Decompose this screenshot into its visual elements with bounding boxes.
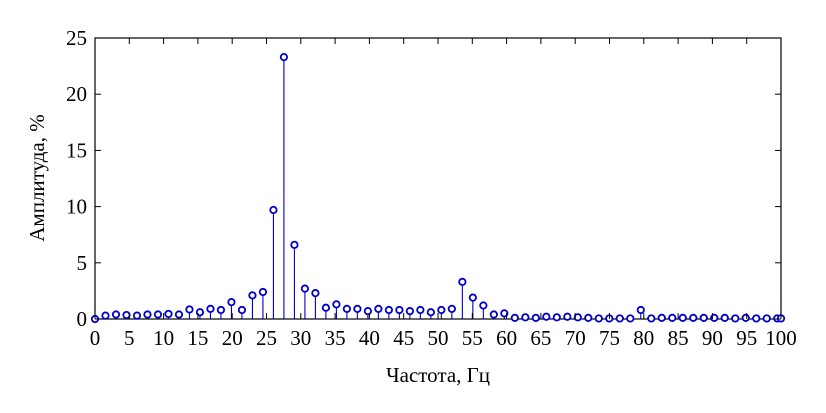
stem-marker — [720, 313, 729, 322]
x-tick-label: 40 — [359, 326, 380, 350]
stem-marker — [584, 313, 593, 322]
stem-marker — [468, 293, 477, 302]
stem-marker — [311, 289, 320, 298]
stem-marker — [542, 312, 551, 321]
x-tick-label: 100 — [765, 326, 797, 350]
x-tick-label: 35 — [325, 326, 346, 350]
stem-marker — [248, 291, 257, 300]
x-tick-label: 90 — [702, 326, 723, 350]
x-tick-label: 65 — [530, 326, 551, 350]
stem-marker — [395, 305, 404, 315]
stem-marker — [153, 310, 163, 319]
stem-marker — [699, 313, 708, 322]
stem-marker — [521, 313, 530, 322]
stem-marker — [258, 287, 268, 297]
x-tick-label: 50 — [428, 326, 449, 350]
stem-marker — [752, 314, 761, 323]
stem-marker — [678, 313, 687, 322]
stem-marker — [647, 314, 656, 323]
stem-marker — [552, 313, 561, 322]
stem-series — [90, 53, 786, 324]
stem-marker — [321, 303, 331, 312]
x-tick-label: 0 — [90, 326, 101, 350]
stem-marker — [447, 304, 456, 313]
stem-marker — [615, 314, 624, 323]
stem-marker — [122, 310, 131, 320]
stem-marker — [500, 309, 509, 318]
stem-marker — [437, 305, 446, 315]
stem-marker — [531, 313, 540, 322]
stem-marker — [290, 240, 299, 249]
stem-marker — [332, 300, 341, 309]
stem-marker — [300, 284, 310, 293]
stem-marker — [164, 309, 173, 319]
stem-marker — [111, 310, 121, 319]
stem-marker — [479, 301, 488, 310]
x-tick-label: 30 — [290, 326, 311, 350]
x-axis-ticks: 0 5 10 15 20 25 30 35 40 45 50 55 60 65 70 75 80 85 90 95 10… — [90, 38, 797, 350]
stem-marker — [573, 313, 582, 322]
x-tick-label: 75 — [599, 326, 620, 350]
x-tick-label: 15 — [187, 326, 208, 350]
y-tick-label: 25 — [66, 26, 87, 50]
y-axis-label: Амплитуда, % — [25, 114, 49, 242]
stem-marker — [363, 307, 372, 316]
x-tick-label: 85 — [668, 326, 689, 350]
stem-marker — [689, 313, 698, 322]
stem-marker — [426, 308, 435, 317]
stem-marker — [731, 314, 740, 323]
y-tick-label: 10 — [66, 195, 87, 219]
x-tick-label: 60 — [496, 326, 517, 350]
stem-marker — [594, 314, 603, 323]
stem-marker — [353, 304, 362, 313]
x-tick-label: 25 — [256, 326, 277, 350]
stem-marker — [206, 304, 215, 313]
stem-marker — [269, 205, 278, 215]
stem-marker — [489, 310, 498, 319]
stem-marker — [227, 298, 236, 307]
stem-marker — [216, 305, 226, 315]
stem-marker — [374, 304, 383, 313]
stem-marker — [510, 313, 519, 322]
stem-marker — [101, 311, 110, 320]
stem-marker — [237, 305, 247, 315]
y-tick-label: 15 — [66, 138, 87, 162]
x-tick-label: 95 — [736, 326, 757, 350]
x-tick-label: 45 — [393, 326, 414, 350]
stem-marker — [342, 304, 351, 313]
stem-marker — [405, 307, 414, 316]
stem-marker — [458, 277, 467, 287]
stem-marker — [143, 310, 152, 319]
x-tick-label: 10 — [153, 326, 174, 350]
y-tick-label: 5 — [77, 251, 88, 275]
stem-marker — [132, 311, 142, 320]
x-axis-label: Частота, Гц — [386, 363, 490, 387]
stem-marker — [416, 305, 425, 315]
x-tick-label: 55 — [462, 326, 483, 350]
stem-marker — [174, 310, 184, 319]
stem-marker — [279, 53, 289, 62]
x-tick-label: 70 — [565, 326, 586, 350]
y-tick-label: 20 — [66, 82, 87, 106]
x-tick-label: 20 — [222, 326, 243, 350]
stem-marker — [762, 314, 771, 323]
stem-marker — [185, 305, 194, 314]
y-tick-label: 0 — [77, 307, 88, 331]
plot-frame — [94, 37, 782, 320]
stem-marker — [626, 314, 635, 323]
stem-marker — [636, 305, 645, 315]
stem-marker — [741, 313, 750, 322]
stem-marker — [384, 305, 393, 315]
stem-marker — [668, 313, 677, 322]
y-axis-ticks: 0 5 10 15 20 25 — [66, 26, 781, 331]
stem-marker — [563, 312, 572, 321]
x-tick-label: 80 — [633, 326, 654, 350]
x-tick-label: 5 — [124, 326, 135, 350]
stem-marker — [657, 313, 666, 322]
